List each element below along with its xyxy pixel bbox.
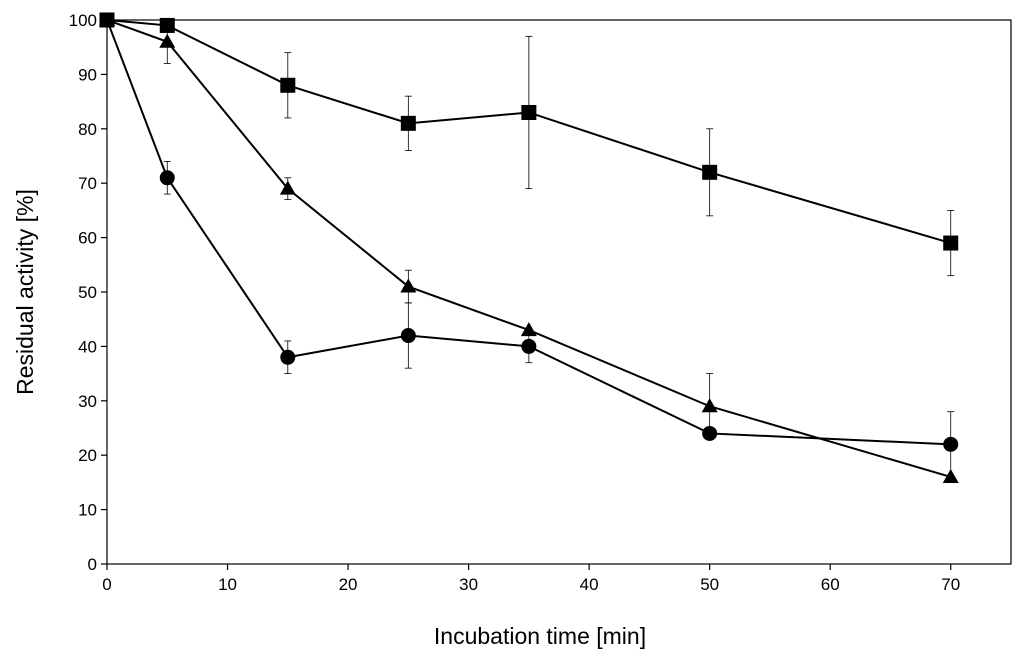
x-tick-label: 40 xyxy=(580,575,599,594)
series-layer xyxy=(99,12,959,483)
data-point-square xyxy=(943,235,959,251)
data-point-square xyxy=(702,164,718,180)
y-tick-label: 80 xyxy=(78,120,97,139)
x-tick-label: 20 xyxy=(339,575,358,594)
data-point-triangle xyxy=(701,398,718,413)
plot-frame xyxy=(106,19,1012,565)
data-point-square xyxy=(400,115,416,131)
series-square xyxy=(99,12,959,277)
y-tick-label: 20 xyxy=(78,446,97,465)
data-point-square xyxy=(521,104,537,120)
y-tick-label: 0 xyxy=(88,555,97,574)
x-tick-label: 30 xyxy=(459,575,478,594)
data-point-triangle xyxy=(159,33,176,48)
x-axis-title: Incubation time [min] xyxy=(434,623,646,649)
x-tick-label: 70 xyxy=(941,575,960,594)
y-tick-label: 50 xyxy=(78,283,97,302)
data-point-circle xyxy=(943,436,959,452)
x-axis: 0 10 20 30 40 50 60 70 xyxy=(102,564,960,594)
x-tick-label: 0 xyxy=(102,575,111,594)
data-point-circle xyxy=(99,12,115,28)
data-point-circle xyxy=(702,425,718,441)
data-point-circle xyxy=(521,338,537,354)
data-point-square xyxy=(280,77,296,93)
data-point-circle xyxy=(159,170,175,186)
y-tick-label: 30 xyxy=(78,392,97,411)
data-point-circle xyxy=(280,349,296,365)
data-point-circle xyxy=(400,328,416,344)
x-tick-label: 10 xyxy=(218,575,237,594)
y-tick-label: 60 xyxy=(78,229,97,248)
y-tick-label: 70 xyxy=(78,174,97,193)
y-tick-label: 10 xyxy=(78,501,97,520)
x-tick-label: 60 xyxy=(821,575,840,594)
x-tick-label: 50 xyxy=(700,575,719,594)
data-point-triangle xyxy=(520,322,537,337)
y-axis: 0 10 20 30 40 50 60 70 80 90 100 xyxy=(69,11,107,574)
y-tick-label: 90 xyxy=(78,65,97,84)
data-point-triangle xyxy=(400,278,417,293)
y-axis-title: Residual activity [%] xyxy=(12,189,38,395)
y-tick-label: 100 xyxy=(69,11,97,30)
y-tick-label: 40 xyxy=(78,337,97,356)
data-point-triangle xyxy=(279,180,296,195)
series-circle xyxy=(99,12,959,478)
